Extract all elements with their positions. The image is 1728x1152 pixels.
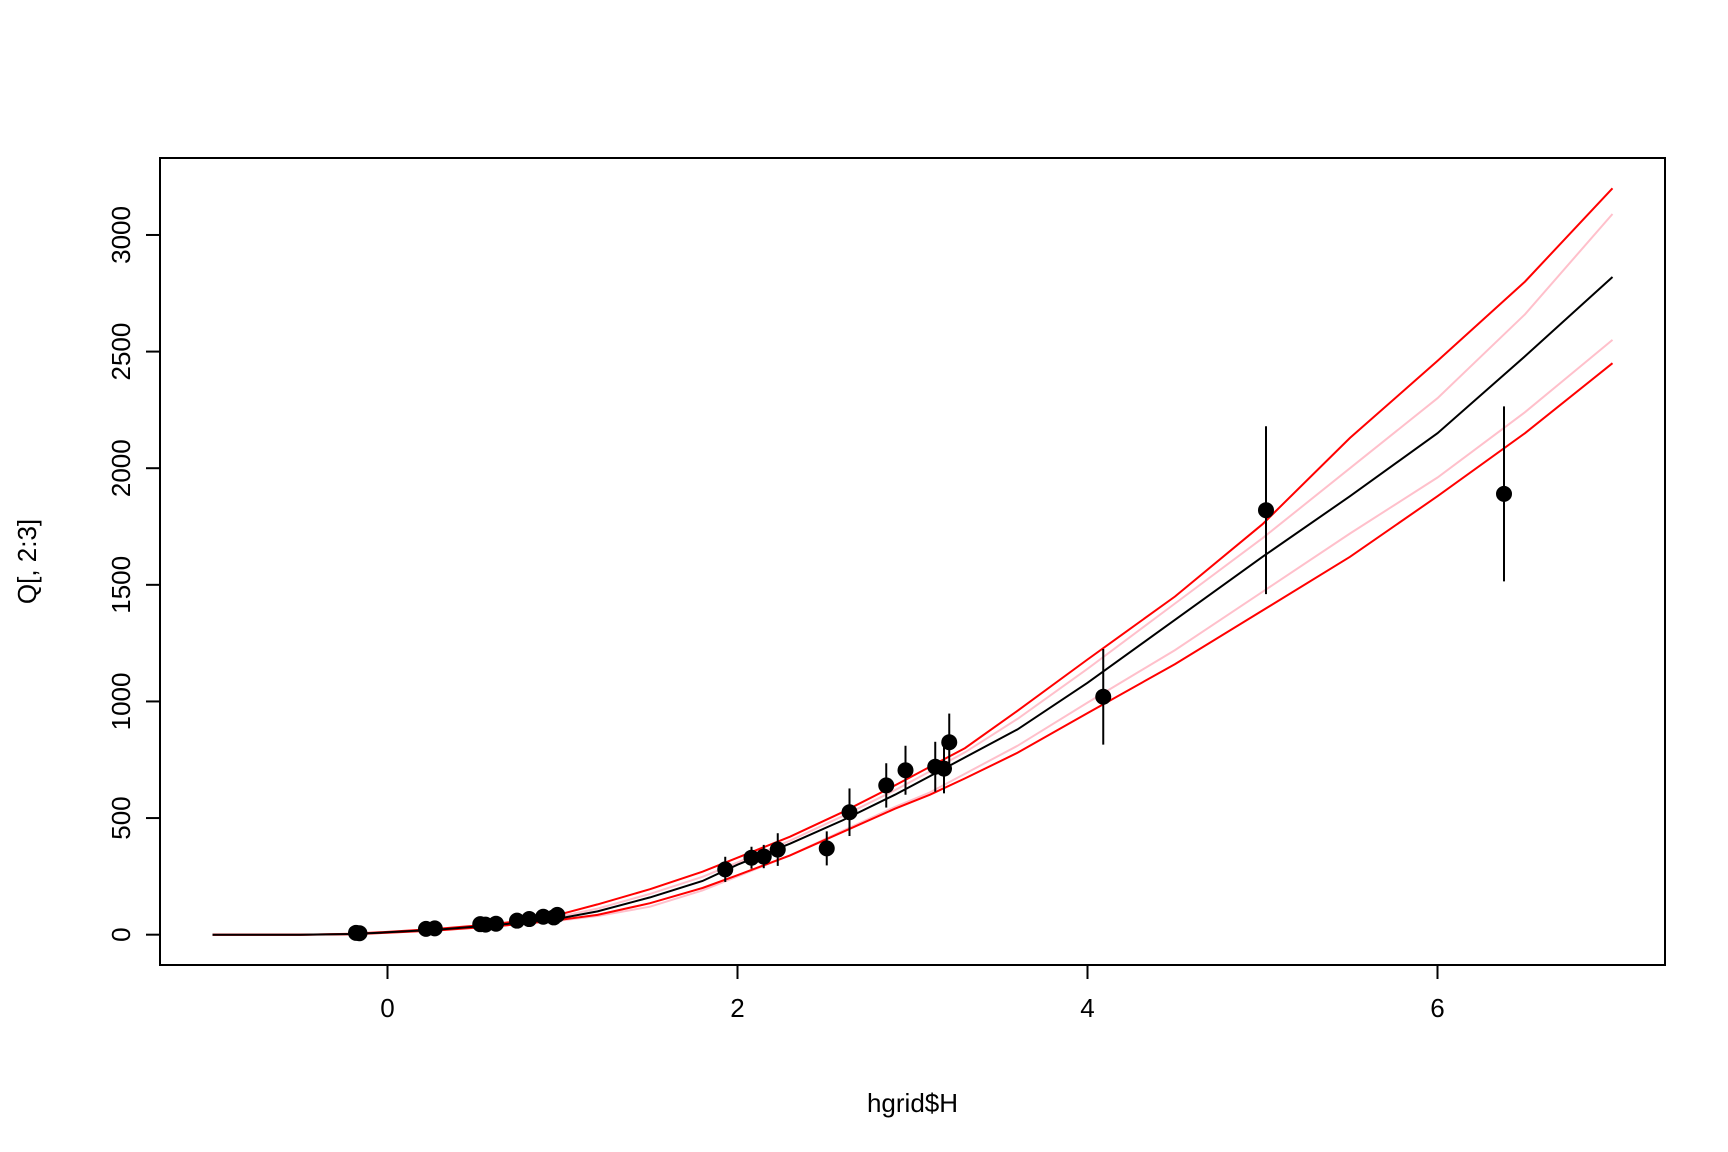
- y-tick-label: 1500: [106, 556, 136, 614]
- data-point: [941, 734, 958, 751]
- median-line: [212, 276, 1614, 936]
- x-axis-label: hgrid$H: [867, 1088, 958, 1118]
- data-point: [426, 920, 443, 937]
- data-point: [717, 861, 734, 878]
- inner-band-upper-line: [212, 213, 1614, 936]
- data-point: [488, 915, 504, 932]
- x-tick-label: 6: [1430, 993, 1444, 1023]
- y-tick-label: 3000: [106, 206, 136, 264]
- data-point: [897, 762, 914, 779]
- outer-band-lower-line: [212, 362, 1614, 936]
- inner-band-lower-line: [212, 339, 1614, 936]
- data-point: [351, 925, 368, 942]
- x-tick-label: 4: [1080, 993, 1094, 1023]
- data-point: [755, 848, 772, 865]
- curves-layer: [212, 187, 1614, 936]
- data-point: [841, 804, 858, 821]
- data-point: [1095, 688, 1112, 705]
- points-layer: [348, 406, 1512, 942]
- data-point: [549, 906, 566, 923]
- y-tick-label: 500: [106, 796, 136, 839]
- x-axis: 0 2 4 6: [380, 964, 1445, 1023]
- data-point: [743, 849, 760, 866]
- data-point: [769, 841, 786, 858]
- y-axis: 0 500 1000 1500 2000 2500 3000: [106, 206, 161, 942]
- outer-band-upper-line: [212, 187, 1614, 936]
- y-tick-label: 0: [106, 927, 136, 941]
- x-tick-label: 2: [730, 993, 744, 1023]
- y-axis-label: Q[, 2:3]: [12, 519, 42, 604]
- data-point: [521, 911, 538, 928]
- data-point: [509, 912, 525, 929]
- y-tick-label: 2500: [106, 323, 136, 381]
- x-tick-label: 0: [380, 993, 394, 1023]
- y-tick-label: 2000: [106, 439, 136, 497]
- plot-frame: [159, 157, 1666, 966]
- data-point: [936, 760, 952, 777]
- data-point: [818, 840, 835, 857]
- y-tick-label: 1000: [106, 673, 136, 731]
- data-point: [1258, 502, 1274, 519]
- data-point: [878, 777, 895, 794]
- data-point: [1496, 485, 1512, 502]
